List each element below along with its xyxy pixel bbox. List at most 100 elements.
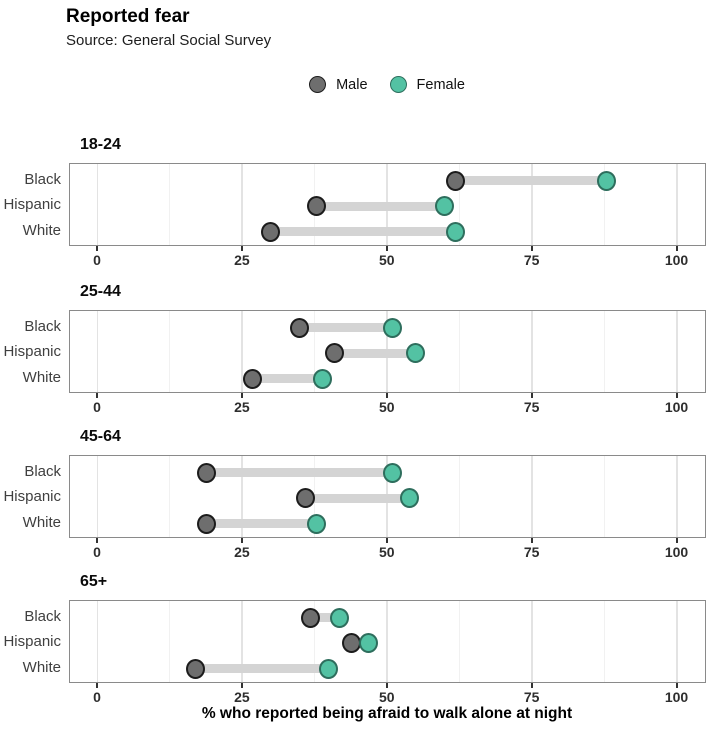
gridline-minor	[313, 601, 315, 682]
connector-bar	[206, 519, 317, 528]
male-dot	[295, 488, 315, 508]
gridline-major	[241, 601, 243, 682]
facet-panel	[69, 163, 706, 246]
x-tick-label: 0	[93, 399, 101, 415]
connector-bar	[310, 613, 340, 622]
male-dot	[341, 633, 361, 653]
female-dot	[382, 317, 402, 338]
x-tick	[96, 393, 98, 398]
x-tick-label: 50	[378, 689, 395, 705]
female-dot	[313, 368, 332, 389]
female-dot	[359, 633, 379, 653]
row-label: Hispanic	[3, 343, 61, 360]
facet-panel	[69, 600, 706, 683]
female-dot	[405, 343, 425, 363]
chart-subtitle: Source: General Social Survey	[66, 32, 272, 49]
row-label: Black	[24, 170, 61, 188]
gridline-major	[386, 601, 388, 682]
x-tick-label: 50	[378, 252, 395, 268]
row-label: Hispanic	[3, 633, 61, 650]
row-label: Hispanic	[3, 196, 61, 213]
chart-title: Reported fear	[66, 6, 190, 27]
x-tick	[96, 538, 98, 543]
x-tick	[530, 683, 533, 688]
connector-bar	[455, 176, 607, 185]
legend-item-female: Female	[389, 76, 465, 93]
row-label: Black	[24, 462, 61, 480]
x-tick-label: 25	[234, 399, 250, 415]
row-label: White	[22, 368, 61, 386]
x-tick-label: 0	[93, 689, 101, 705]
female-dot	[596, 170, 616, 191]
facet-panel	[69, 310, 706, 393]
x-tick	[385, 393, 388, 398]
row-label: White	[22, 658, 61, 676]
x-tick-label: 50	[378, 399, 395, 415]
x-axis-title: % who reported being afraid to walk alon…	[201, 705, 573, 722]
x-tick-label: 25	[234, 544, 250, 560]
x-tick	[385, 683, 388, 688]
x-tick	[240, 393, 243, 398]
gridline-minor	[603, 456, 605, 537]
gridline-major	[241, 311, 243, 392]
x-tick-label: 75	[523, 544, 540, 560]
gridline-minor	[168, 601, 170, 682]
gridline-minor	[168, 311, 170, 392]
male-dot	[446, 170, 466, 191]
x-tick	[530, 393, 533, 398]
x-tick-label: 75	[523, 399, 540, 415]
gridline-minor	[168, 164, 170, 245]
x-tick	[675, 246, 678, 251]
gridline-major	[676, 164, 678, 245]
facet-title: 18-24	[80, 136, 121, 153]
connector-bar	[334, 348, 416, 358]
gridline-major	[96, 164, 98, 245]
female-dot	[382, 462, 402, 483]
gridline-minor	[603, 311, 605, 392]
x-tick	[240, 246, 243, 251]
gridline-major	[531, 601, 533, 682]
gridline-major	[96, 456, 98, 537]
male-dot	[307, 196, 327, 216]
female-dot-icon	[389, 76, 407, 93]
x-tick-label: 100	[664, 399, 689, 415]
x-tick	[530, 538, 533, 543]
connector-bar	[252, 374, 323, 383]
male-dot	[324, 343, 344, 363]
legend-label-female: Female	[416, 76, 465, 93]
gridline-major	[676, 456, 678, 537]
row-label: Black	[24, 607, 61, 625]
x-tick-label: 0	[93, 544, 101, 560]
female-dot	[434, 196, 454, 216]
connector-bar	[305, 493, 410, 503]
gridline-minor	[603, 601, 605, 682]
female-dot	[318, 658, 338, 679]
male-dot	[289, 317, 309, 338]
x-tick-label: 100	[664, 252, 689, 268]
gridline-major	[676, 311, 678, 392]
gridline-minor	[458, 601, 460, 682]
gridline-minor	[458, 164, 460, 245]
gridline-major	[96, 311, 98, 392]
gridline-major	[531, 456, 533, 537]
facet-title: 25-44	[80, 283, 121, 300]
female-dot	[330, 607, 350, 628]
male-dot	[197, 462, 217, 483]
female-dot	[399, 488, 419, 508]
gridline-minor	[168, 456, 170, 537]
male-dot	[197, 513, 217, 534]
row-label: Hispanic	[3, 488, 61, 505]
connector-bar	[299, 323, 393, 332]
x-tick	[96, 246, 98, 251]
x-tick	[530, 246, 533, 251]
gridline-major	[676, 601, 678, 682]
gridline-minor	[458, 311, 460, 392]
male-dot-icon	[309, 76, 327, 93]
x-tick-label: 50	[378, 544, 395, 560]
x-tick	[96, 683, 98, 688]
male-dot	[260, 221, 280, 242]
x-tick	[675, 393, 678, 398]
female-dot	[446, 221, 466, 242]
legend-label-male: Male	[336, 76, 368, 93]
gridline-major	[531, 311, 533, 392]
